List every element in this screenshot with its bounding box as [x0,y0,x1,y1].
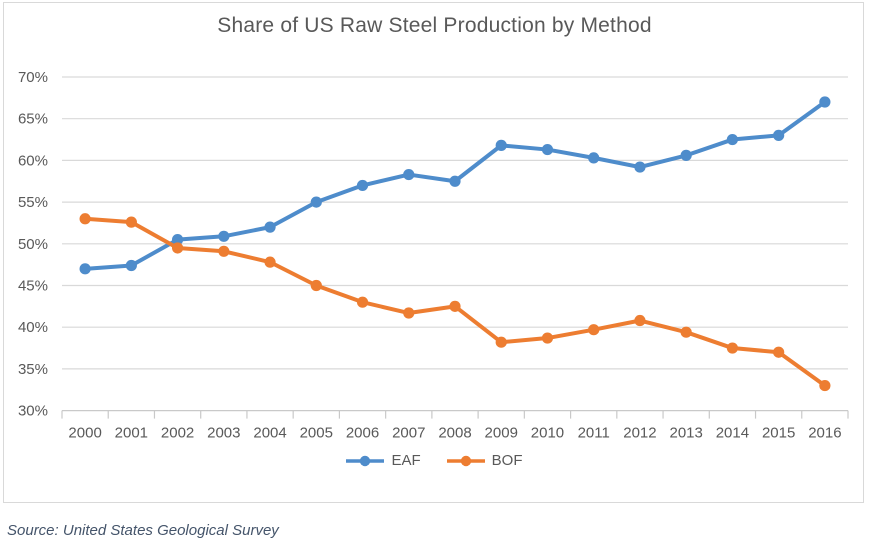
svg-text:2001: 2001 [115,425,148,442]
legend-label-bof: BOF [491,452,523,469]
chart-legend: EAF BOF [3,452,866,469]
chart-title: Share of US Raw Steel Production by Meth… [217,14,652,37]
legend-item-bof: BOF [446,452,523,469]
chart-frame [3,2,864,503]
svg-text:35%: 35% [18,361,48,378]
svg-text:2009: 2009 [485,425,518,442]
svg-text:55%: 55% [18,194,48,211]
svg-text:2010: 2010 [531,425,564,442]
eaf-line-marker-icon [346,455,385,466]
svg-text:2013: 2013 [669,425,702,442]
svg-text:2005: 2005 [300,425,333,442]
svg-text:40%: 40% [18,319,48,336]
legend-item-eaf: EAF [346,452,421,469]
svg-text:2008: 2008 [438,425,471,442]
svg-text:2012: 2012 [623,425,656,442]
svg-text:65%: 65% [18,111,48,128]
legend-label-eaf: EAF [391,452,421,469]
svg-text:2014: 2014 [716,425,749,442]
svg-text:2002: 2002 [161,425,194,442]
svg-text:60%: 60% [18,152,48,169]
svg-text:45%: 45% [18,278,48,295]
source-note: Source: United States Geological Survey [7,522,279,539]
svg-text:2011: 2011 [578,425,610,442]
bof-line-marker-icon [446,455,485,466]
svg-text:50%: 50% [18,236,48,253]
svg-text:30%: 30% [18,403,48,420]
svg-text:70%: 70% [18,69,48,86]
svg-text:2016: 2016 [808,425,841,442]
svg-text:2004: 2004 [253,425,286,442]
svg-text:2007: 2007 [392,425,425,442]
svg-text:2006: 2006 [346,425,379,442]
svg-text:2015: 2015 [762,425,795,442]
svg-text:2000: 2000 [68,425,101,442]
svg-text:2003: 2003 [207,425,240,442]
